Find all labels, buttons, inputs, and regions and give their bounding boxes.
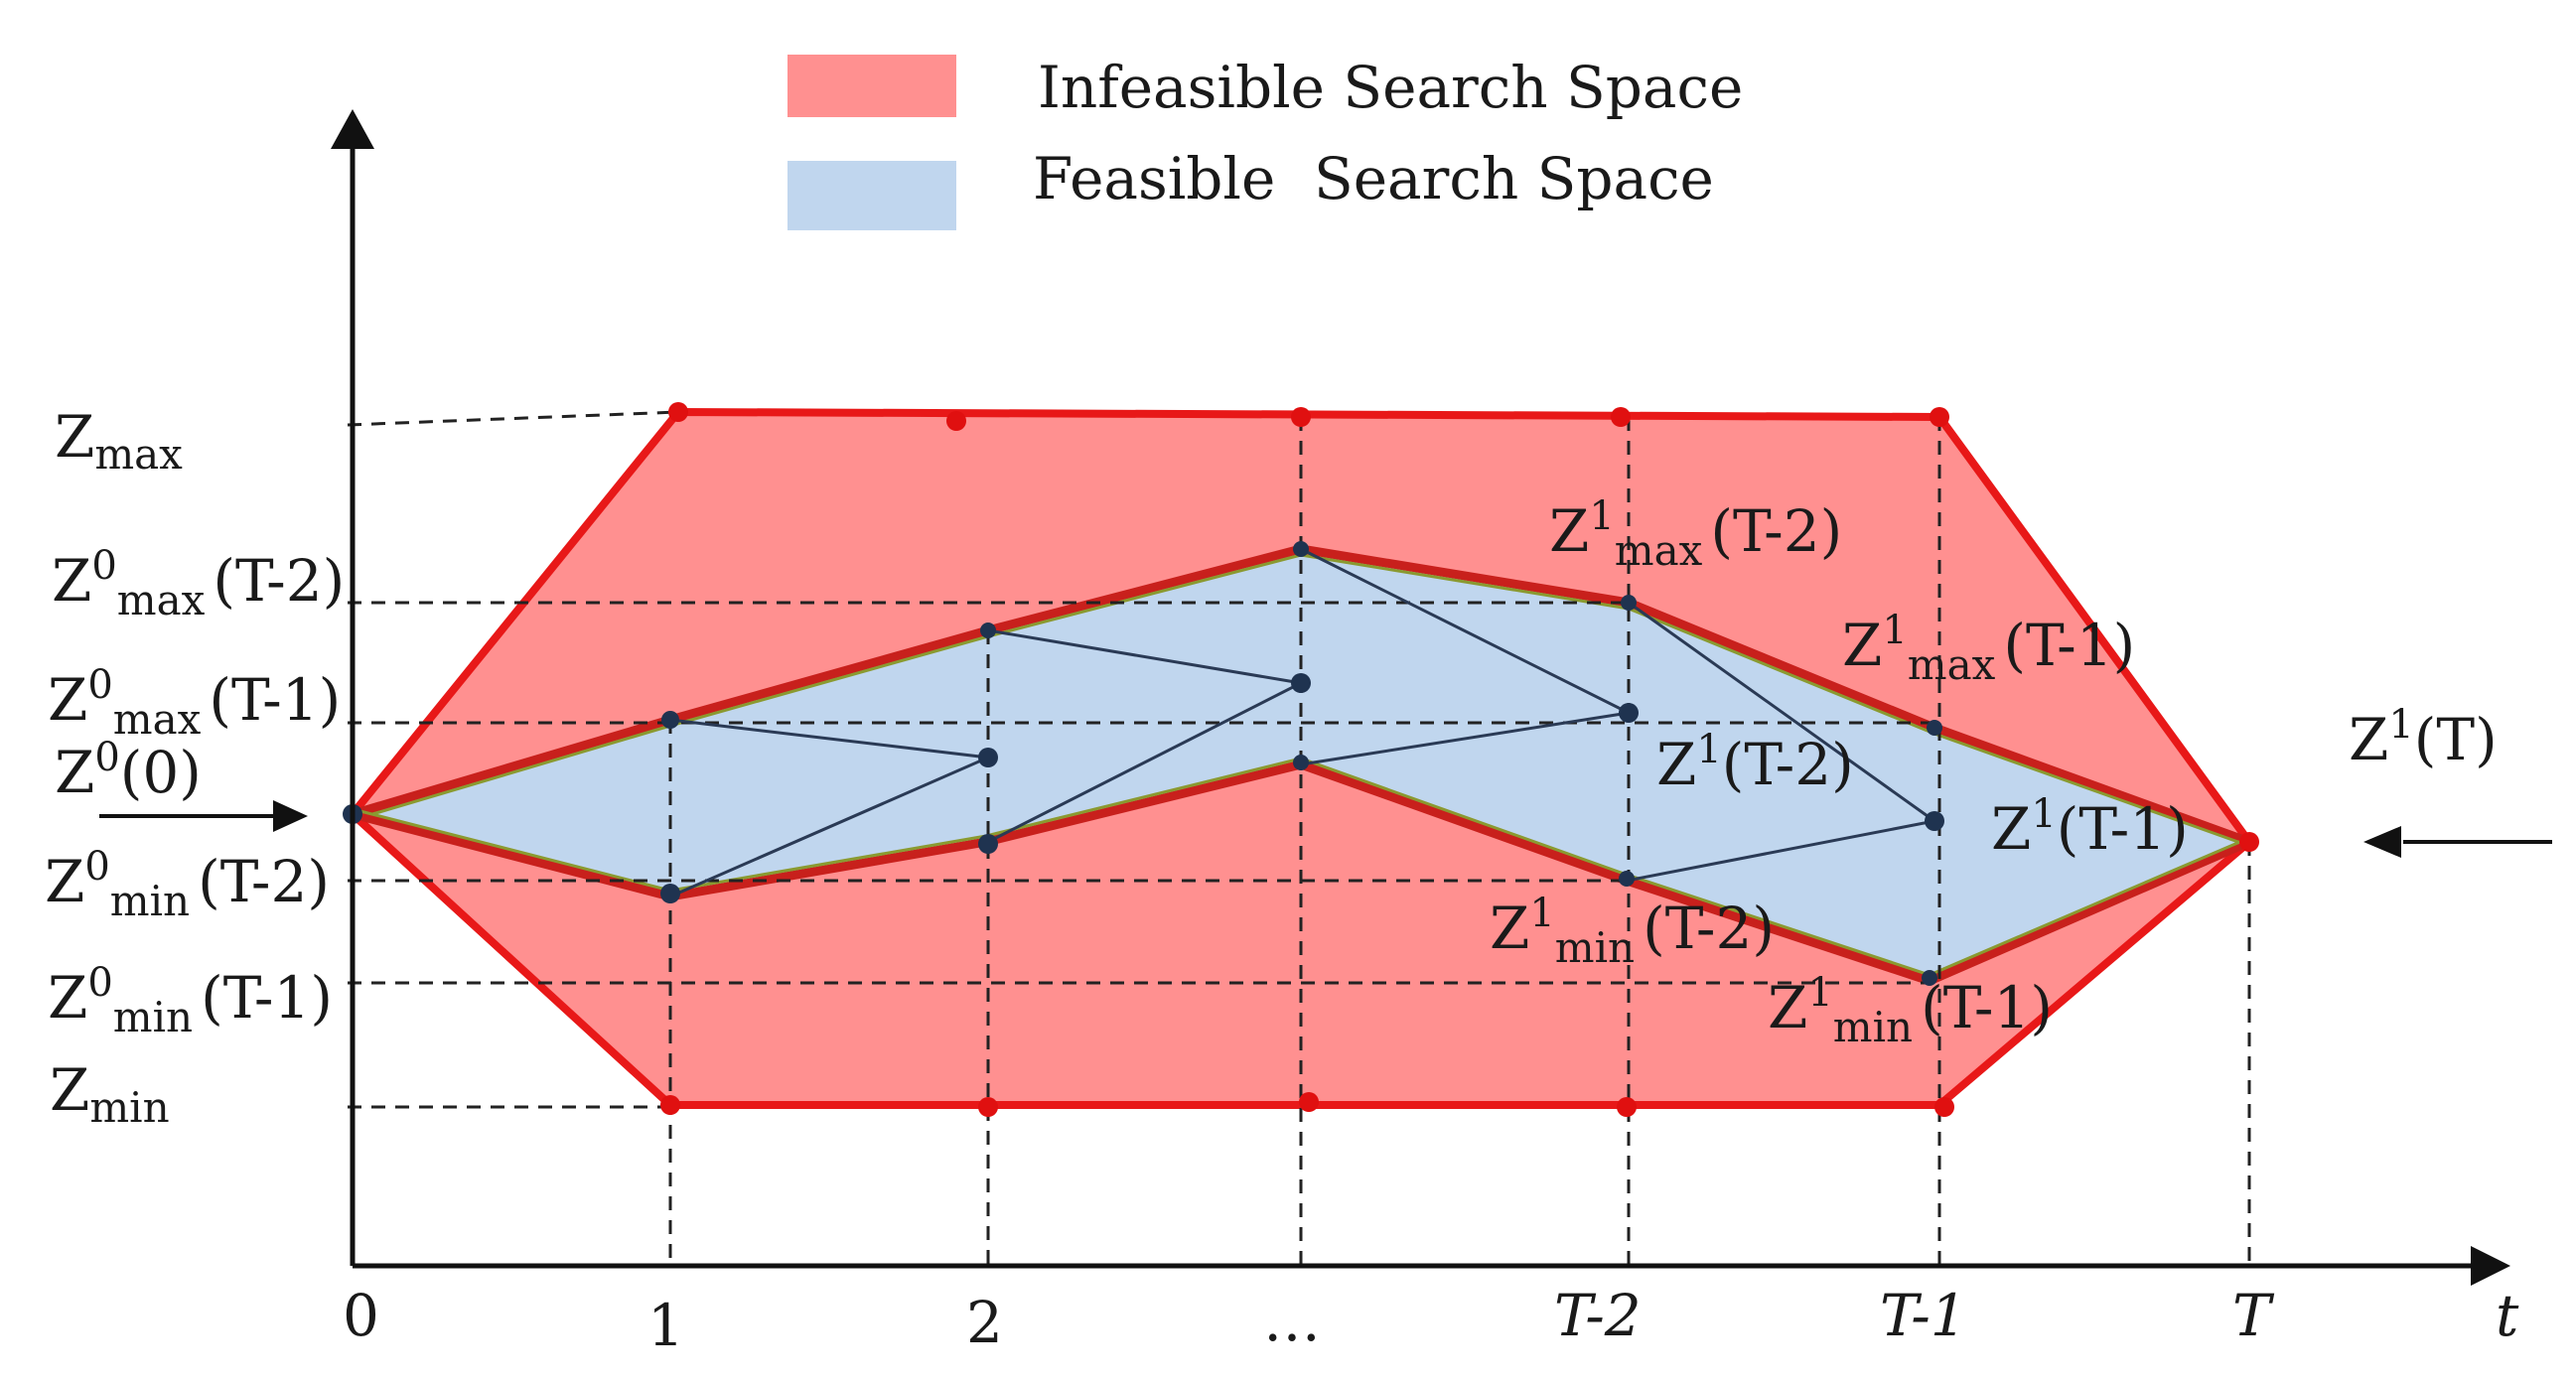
label-z1max-t1: Z1max (T-1)	[1842, 608, 2135, 689]
label-z0min-t1: Z0min (T-1)	[48, 960, 333, 1041]
legend-label-feasible-part1: Feasible	[1033, 145, 1275, 212]
outer-boundary-points	[660, 402, 2259, 1117]
label-z0max-t1: Z0max (T-1)	[48, 662, 341, 744]
label-z1-t1: Z1(T-1)	[1991, 791, 2189, 863]
legend: Infeasible Search Space Feasible Search …	[787, 54, 1743, 230]
x-tick-labels: 0 1 2 … T-2 T-1 T t	[343, 1282, 2519, 1359]
x-axis-label: t	[2496, 1282, 2519, 1349]
path-points	[343, 541, 1944, 986]
label-z0min-t2: Z0min (T-2)	[45, 844, 330, 925]
feasible-region	[353, 549, 2249, 981]
legend-swatch-feasible	[787, 161, 956, 230]
x-tick-5: T-1	[1880, 1282, 1967, 1349]
legend-label-feasible-part2: Search Space	[1314, 145, 1714, 212]
x-tick-0: 0	[343, 1282, 379, 1349]
label-z1min-t2: Z1min (T-2)	[1490, 891, 1775, 972]
label-z1-t2: Z1(T-2)	[1656, 727, 1854, 798]
x-tick-3: …	[1263, 1287, 1321, 1354]
label-z0-0: Z0(0)	[55, 735, 202, 806]
label-zmin: Zmin	[50, 1056, 170, 1132]
label-z0max-t2: Z0max (T-2)	[52, 543, 345, 624]
annotations: Z1max (T-2) Z1max (T-1) Z1(T-2) Z1(T-1) Z1…	[1490, 493, 2498, 1051]
label-z1max-t2: Z1max (T-2)	[1549, 493, 1842, 575]
x-tick-1: 1	[647, 1292, 684, 1359]
label-zmax: Zmax	[55, 403, 183, 479]
legend-label-infeasible: Infeasible Search Space	[1038, 54, 1743, 121]
output-arrow	[2363, 826, 2552, 858]
x-tick-4: T-2	[1554, 1282, 1642, 1349]
y-labels: Zmax Z0max (T-2) Z0max (T-1) Z0(0) Z0min (T…	[45, 403, 345, 1132]
input-arrow	[99, 800, 308, 832]
label-z1-T: Z1(T)	[2349, 702, 2498, 773]
dashed-guides	[347, 410, 2251, 1266]
axes	[350, 139, 2473, 1269]
x-axis-arrowhead	[2471, 1246, 2510, 1286]
y-axis-arrowhead	[331, 109, 374, 149]
x-tick-6: T	[2232, 1282, 2275, 1349]
x-tick-2: 2	[966, 1289, 1003, 1356]
legend-swatch-infeasible	[787, 55, 956, 117]
label-z1min-t1: Z1min (T-1)	[1768, 970, 2053, 1051]
